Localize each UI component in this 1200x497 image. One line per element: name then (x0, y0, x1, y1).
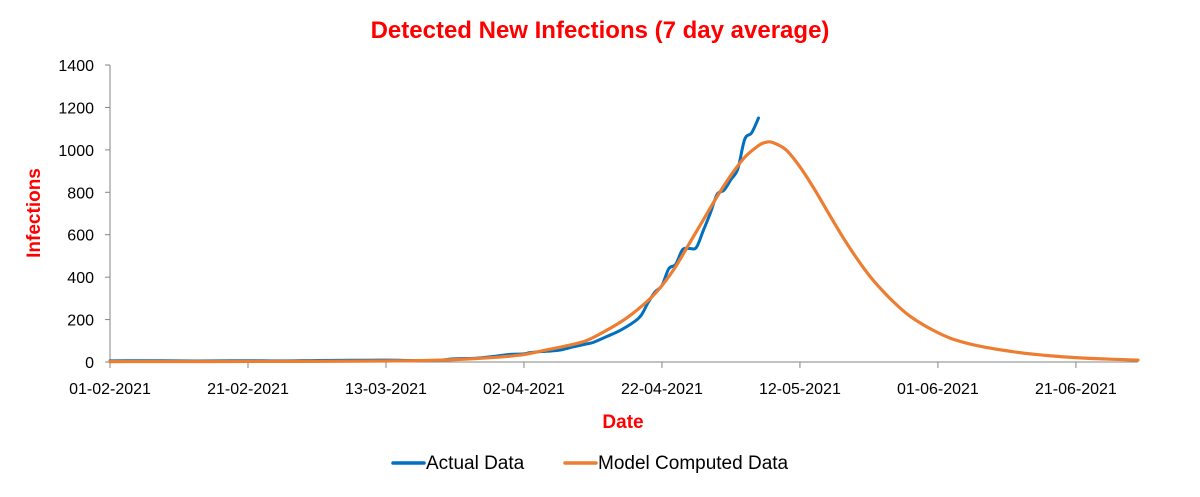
y-tick-label: 800 (67, 185, 94, 202)
y-tick-label: 400 (67, 270, 94, 287)
y-axis-title: Infections (24, 168, 45, 258)
series-layer (108, 116, 1140, 364)
x-tick-label: 13-03-2021 (345, 381, 427, 398)
y-tick-label: 1400 (58, 58, 94, 75)
x-tick-label: 01-06-2021 (897, 381, 979, 398)
chart-title: Detected New Infections (7 day average) (371, 17, 830, 44)
x-tick-label: 22-04-2021 (621, 381, 703, 398)
y-tick-label: 600 (67, 228, 94, 245)
y-tick-label: 0 (85, 355, 94, 372)
legend: Actual Data Model Computed Data (391, 453, 789, 474)
legend-label: Model Computed Data (598, 453, 789, 474)
series-line-model-computed-data (108, 140, 1140, 364)
legend-item-actual-data: Actual Data (391, 453, 525, 474)
x-tick-label: 01-02-2021 (69, 381, 151, 398)
x-tick-label: 21-06-2021 (1035, 381, 1117, 398)
y-tick-label: 1000 (58, 143, 94, 160)
axes: 0 200 400 600 800 1000 1200 1400 01-02-2021 21-02… (58, 58, 1138, 398)
legend-item-model-computed-data: Model Computed Data (563, 453, 789, 474)
series-line-actual-data (108, 116, 760, 363)
x-axis-title: Date (602, 412, 643, 433)
x-tick-label: 02-04-2021 (483, 381, 565, 398)
x-tick-label: 21-02-2021 (207, 381, 289, 398)
x-tick-label: 12-05-2021 (759, 381, 841, 398)
legend-label: Actual Data (426, 453, 525, 474)
y-tick-label: 1200 (58, 100, 94, 117)
y-tick-label: 200 (67, 313, 94, 330)
